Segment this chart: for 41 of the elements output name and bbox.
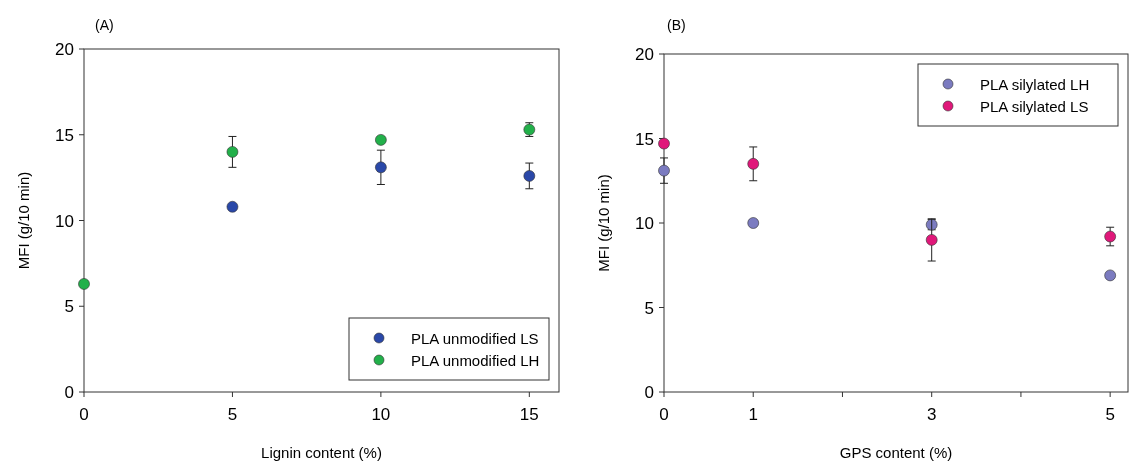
y-tick-label: 15 [55,125,74,145]
point [226,200,239,213]
y-tick-label: 20 [635,45,654,64]
point [658,137,670,150]
point [1104,230,1116,243]
y-tick-label: 10 [55,211,74,231]
point [78,278,90,290]
point [375,134,387,146]
point [375,161,387,174]
x-tick-label: 5 [227,405,238,424]
y-tick-label: 0 [64,383,74,402]
point [747,217,760,229]
y-axis-title: MFI (g/10 min) [595,174,612,272]
y-tick-label: 20 [55,40,74,59]
legend-label: PLA silylated LH [980,76,1090,93]
x-axis-title: Lignin content (%) [261,444,382,461]
y-tick-label: 5 [64,297,74,317]
chart-title: (B) [667,17,686,33]
x-tick-label: 1 [748,405,758,424]
y-axis-title: MFI (g/10 min) [15,171,32,270]
point [658,164,670,177]
x-tick-label: 0 [79,405,89,424]
x-axis-title: GPS content (%) [839,444,953,461]
x-tick-label: 3 [926,405,937,424]
chart-title: (A) [95,17,114,33]
legend-label: PLA unmodified LS [411,330,539,347]
x-tick-label: 5 [1105,405,1115,424]
y-tick-label: 5 [644,298,654,318]
x-tick-label: 10 [371,405,391,424]
x-tick-label: 0 [659,405,669,424]
point [1104,269,1116,282]
point [747,158,760,170]
x-tick-label: 15 [519,405,539,424]
legend-label: PLA unmodified LH [411,352,540,369]
point [226,146,239,158]
y-tick-label: 15 [635,129,654,149]
point [925,234,938,246]
legend-label: PLA silylated LS [980,98,1089,115]
y-tick-label: 0 [644,383,654,402]
point [523,170,536,182]
y-tick-label: 10 [635,214,654,233]
